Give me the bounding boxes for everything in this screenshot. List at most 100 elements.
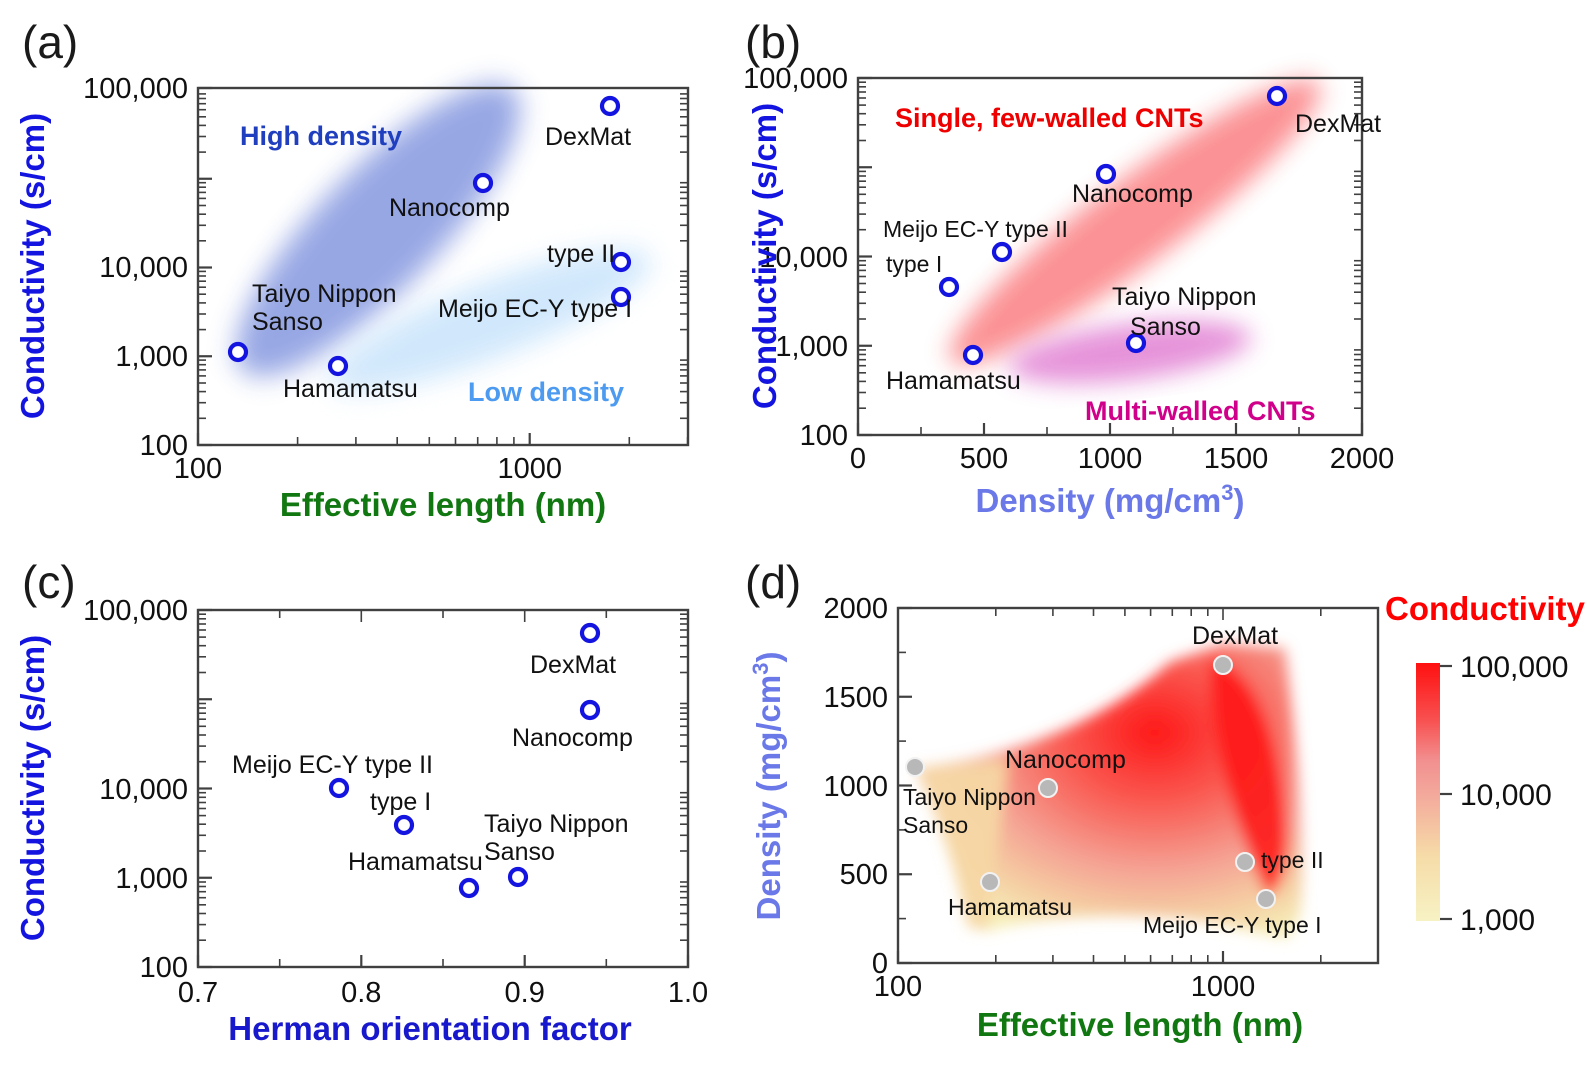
panel-a-point-label-taiyo2: Sanso: [252, 308, 323, 336]
panel-c-ytick-2: 10,000: [99, 774, 188, 806]
data-point[interactable]: [1213, 655, 1233, 675]
data-point[interactable]: [579, 622, 601, 644]
panel-c-points: [328, 622, 601, 899]
panel-b-xtick-0: 0: [850, 443, 866, 475]
panel-c-point-label-type1: type I: [370, 788, 431, 816]
panel-d-ytick-0: 0: [872, 948, 888, 980]
data-point[interactable]: [1256, 889, 1276, 909]
panel-a-ytick-3: 100,000: [83, 73, 188, 105]
data-point[interactable]: [458, 877, 480, 899]
data-point[interactable]: [1125, 332, 1147, 354]
panel-b-point-label-type1: type I: [886, 251, 942, 277]
panel-c-ytick-1: 1,000: [115, 863, 188, 895]
panel-c-ytick-0: 100: [140, 952, 188, 984]
data-point[interactable]: [980, 872, 1000, 892]
data-point[interactable]: [1266, 85, 1288, 107]
panel-a-xtick-1: 1000: [497, 453, 562, 485]
data-point[interactable]: [905, 757, 925, 777]
panel-b-xtick-3: 1500: [1204, 443, 1269, 475]
data-point[interactable]: [579, 699, 601, 721]
panel-d-point-label-type2: type II: [1261, 847, 1324, 873]
panel-b-letter: (b): [745, 16, 801, 68]
panel-b-point-label-taiyo2: Sanso: [1130, 313, 1201, 341]
panel-b-xaxis-title: Density (mg/cm3): [976, 480, 1245, 519]
data-point[interactable]: [1235, 852, 1255, 872]
panel-c-xtick-2: 0.9: [505, 977, 545, 1009]
panel-a-axes: [196, 86, 690, 447]
data-point[interactable]: [1095, 163, 1117, 185]
panel-b-point-label-hamamatsu: Hamamatsu: [886, 367, 1021, 395]
panel-a-ytick-1: 1,000: [115, 341, 188, 373]
panel-a-point-label-type2: type II: [547, 240, 615, 268]
panel-b-points: [938, 85, 1288, 366]
panel-d-xaxis-title: Effective length (nm): [977, 1006, 1303, 1043]
colorbar-title: Conductivity (S/cm): [1385, 590, 1587, 627]
data-point[interactable]: [1038, 778, 1058, 798]
panel-b-annotation-multi-walled: Multi-walled CNTs: [1085, 396, 1316, 426]
panel-a-ytick-2: 10,000: [99, 252, 188, 284]
panel-d-point-label-dexmat: DexMat: [1192, 622, 1278, 650]
panel-b-ytick-1: 1,000: [775, 331, 848, 363]
data-point[interactable]: [938, 276, 960, 298]
panel-c-ytick-3: 100,000: [83, 595, 188, 627]
panel-a-xtick-0: 100: [174, 453, 222, 485]
data-point[interactable]: [610, 251, 632, 273]
panel-a-region-high-density: [235, 83, 521, 377]
panel-d-point-label-taiyo1: Taiyo Nippon: [903, 784, 1036, 810]
panel-c-letter: (c): [22, 556, 76, 608]
data-point[interactable]: [327, 355, 349, 377]
panel-b-xtick-2: 1000: [1078, 443, 1143, 475]
panel-c-point-label-dexmat: DexMat: [530, 651, 616, 679]
data-point[interactable]: [610, 286, 632, 308]
colorbar-tick-1000: 1,000: [1460, 904, 1535, 937]
panel-a-annotation-low-density: Low density: [468, 377, 624, 407]
panel-d-point-label-meijo1: Meijo EC-Y type I: [1143, 912, 1322, 938]
panel-c-point-label-taiyo1: Taiyo Nippon: [484, 810, 629, 838]
panel-c-yaxis-title: Conductivity (s/cm): [14, 635, 51, 941]
colorbar-tick-100000: 100,000: [1460, 651, 1568, 684]
panel-d-point-label-hamamatsu: Hamamatsu: [948, 894, 1072, 920]
data-point[interactable]: [599, 95, 621, 117]
panel-a-point-label-dexmat: DexMat: [545, 123, 631, 151]
panel-b: (b): [740, 0, 1587, 540]
panel-d-yaxis-title: Density (mg/cm3): [748, 652, 787, 921]
panel-d-point-label-nanocomp: Nanocomp: [1005, 746, 1126, 774]
panel-c-point-label-meijo2: Meijo EC-Y type II: [232, 751, 433, 779]
panel-b-yaxis-title: Conductivity (s/cm): [746, 103, 783, 409]
panel-b-xtick-4: 2000: [1330, 443, 1395, 475]
data-point[interactable]: [472, 172, 494, 194]
data-point[interactable]: [962, 344, 984, 366]
panel-b-xtick-1: 500: [960, 443, 1008, 475]
panel-d: (d): [740, 538, 1587, 1078]
panel-b-point-label-taiyo1: Taiyo Nippon: [1112, 283, 1257, 311]
panel-d-xtick-0: 100: [874, 971, 922, 1003]
panel-a-point-label-hamamatsu: Hamamatsu: [283, 375, 418, 403]
panel-a-annotation-high-density: High density: [240, 121, 402, 151]
panel-c-point-label-nanocomp: Nanocomp: [512, 724, 633, 752]
panel-c-axes: [196, 608, 690, 969]
panel-b-ytick-3: 100,000: [743, 63, 848, 95]
panel-b-annotation-single-few-walled: Single, few-walled CNTs: [895, 103, 1204, 133]
panel-a-region-low-density: [328, 248, 652, 392]
data-point[interactable]: [328, 777, 350, 799]
data-point[interactable]: [507, 866, 529, 888]
panel-d-colorbar: Conductivity (S/cm) 100,000 10,000 1,000: [1385, 590, 1587, 937]
panel-b-point-label-nanocomp: Nanocomp: [1072, 180, 1193, 208]
panel-c-point-label-hamamatsu: Hamamatsu: [348, 848, 483, 876]
panel-d-ytick-3: 1500: [823, 682, 888, 714]
data-point[interactable]: [393, 814, 415, 836]
panel-a-letter: (a): [22, 16, 78, 68]
panel-b-region-single-few-walled: [949, 79, 1321, 365]
panel-c-xtick-0: 0.7: [178, 977, 218, 1009]
colorbar-tick-10000: 10,000: [1460, 779, 1552, 812]
panel-a-point-label-meijo1: Meijo EC-Y type I: [438, 295, 632, 323]
panel-d-xtick-1: 1000: [1191, 971, 1256, 1003]
data-point[interactable]: [991, 241, 1013, 263]
panel-d-points: [905, 655, 1276, 909]
data-point[interactable]: [227, 341, 249, 363]
panel-d-point-label-taiyo2: Sanso: [903, 812, 968, 838]
panel-c-point-label-taiyo2: Sanso: [484, 838, 555, 866]
panel-b-ytick-2: 10,000: [759, 242, 848, 274]
panel-b-ytick-0: 100: [800, 420, 848, 452]
